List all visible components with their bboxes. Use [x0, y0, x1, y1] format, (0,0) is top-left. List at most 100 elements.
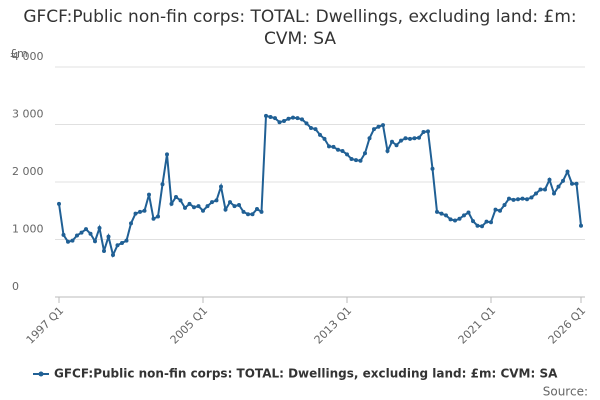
data-point [75, 233, 79, 238]
data-point [354, 158, 358, 163]
x-tick-label: 2026 Q1 [546, 304, 589, 347]
data-point [142, 208, 147, 213]
data-point [502, 203, 507, 207]
data-point [435, 209, 439, 214]
data-point [61, 232, 66, 237]
data-point [349, 157, 354, 161]
data-point [192, 205, 196, 210]
legend-label: GFCF:Public non-fin corps: TOTAL: Dwelli… [54, 367, 558, 381]
x-tick-label: 2005 Q1 [168, 304, 211, 347]
data-point [498, 208, 502, 213]
data-point [165, 152, 169, 157]
data-point [421, 129, 426, 134]
chart-title: GFCF:Public non-fin corps: TOTAL: Dwelli… [23, 7, 577, 49]
data-point [525, 197, 529, 202]
data-point [264, 113, 268, 118]
data-point [439, 211, 444, 216]
data-point [219, 184, 223, 189]
data-point [340, 148, 345, 153]
data-point [138, 209, 142, 214]
data-point [466, 210, 471, 215]
data-point [574, 181, 579, 186]
data-point [358, 158, 363, 163]
data-point [561, 178, 565, 183]
data-point [543, 187, 547, 192]
data-point [291, 115, 295, 120]
data-point [133, 211, 138, 216]
data-point [489, 220, 493, 225]
data-point [399, 138, 403, 143]
data-point [250, 212, 255, 217]
data-point [408, 136, 412, 141]
data-point [331, 144, 336, 149]
data-point [259, 209, 264, 214]
data-point [241, 209, 246, 214]
data-point [511, 197, 516, 202]
data-point [336, 147, 340, 152]
data-point [385, 148, 390, 153]
data-point [529, 195, 534, 200]
data-point [565, 169, 570, 174]
data-point [367, 136, 372, 141]
data-point [97, 226, 102, 230]
data-point [453, 218, 457, 223]
data-point [304, 121, 309, 126]
data-point [79, 230, 84, 235]
data-point [471, 219, 475, 224]
y-axis-label: £m [10, 47, 28, 60]
data-point [187, 201, 192, 206]
data-point [228, 200, 232, 205]
data-point [174, 194, 178, 199]
y-tick-label: 2 000 [12, 165, 44, 178]
data-point [201, 208, 205, 213]
data-point [534, 191, 538, 196]
data-point [480, 224, 484, 229]
data-point [147, 192, 151, 197]
data-point [313, 127, 318, 132]
data-point [124, 238, 129, 243]
data-point [237, 203, 241, 207]
data-point [417, 135, 421, 140]
data-point [120, 240, 124, 245]
y-tick-label: 4 000 [12, 50, 44, 63]
data-point [196, 204, 201, 209]
y-tick-label: 1 000 [12, 223, 44, 236]
y-tick-label: 0 [12, 280, 19, 293]
data-point [111, 253, 115, 258]
data-point [232, 204, 237, 209]
data-point [178, 198, 183, 203]
data-point [273, 116, 277, 121]
data-point [345, 152, 349, 157]
data-point [309, 125, 313, 130]
data-point [286, 116, 291, 121]
data-point [183, 205, 187, 210]
data-point [129, 221, 133, 226]
data-point [484, 219, 489, 224]
data-point [547, 177, 552, 182]
data-point [372, 127, 376, 132]
data-point [430, 166, 435, 171]
data-point [412, 136, 417, 141]
legend-marker [38, 371, 44, 377]
data-point [282, 119, 286, 124]
x-tick-label: 2021 Q1 [456, 304, 499, 347]
data-point [381, 123, 385, 128]
data-point [493, 207, 498, 212]
data-point [520, 196, 525, 201]
data-point [376, 124, 381, 129]
data-point [475, 223, 480, 228]
data-point [277, 120, 282, 125]
data-point [255, 207, 259, 212]
data-point [426, 129, 430, 134]
y-tick-label: 3 000 [12, 108, 44, 121]
data-point [516, 197, 520, 202]
data-point [403, 136, 408, 141]
data-point [579, 223, 583, 228]
data-point [102, 249, 106, 253]
data-point [88, 231, 93, 236]
data-point [556, 184, 561, 189]
data-point [570, 181, 574, 186]
x-tick-label: 1997 Q1 [24, 304, 67, 347]
